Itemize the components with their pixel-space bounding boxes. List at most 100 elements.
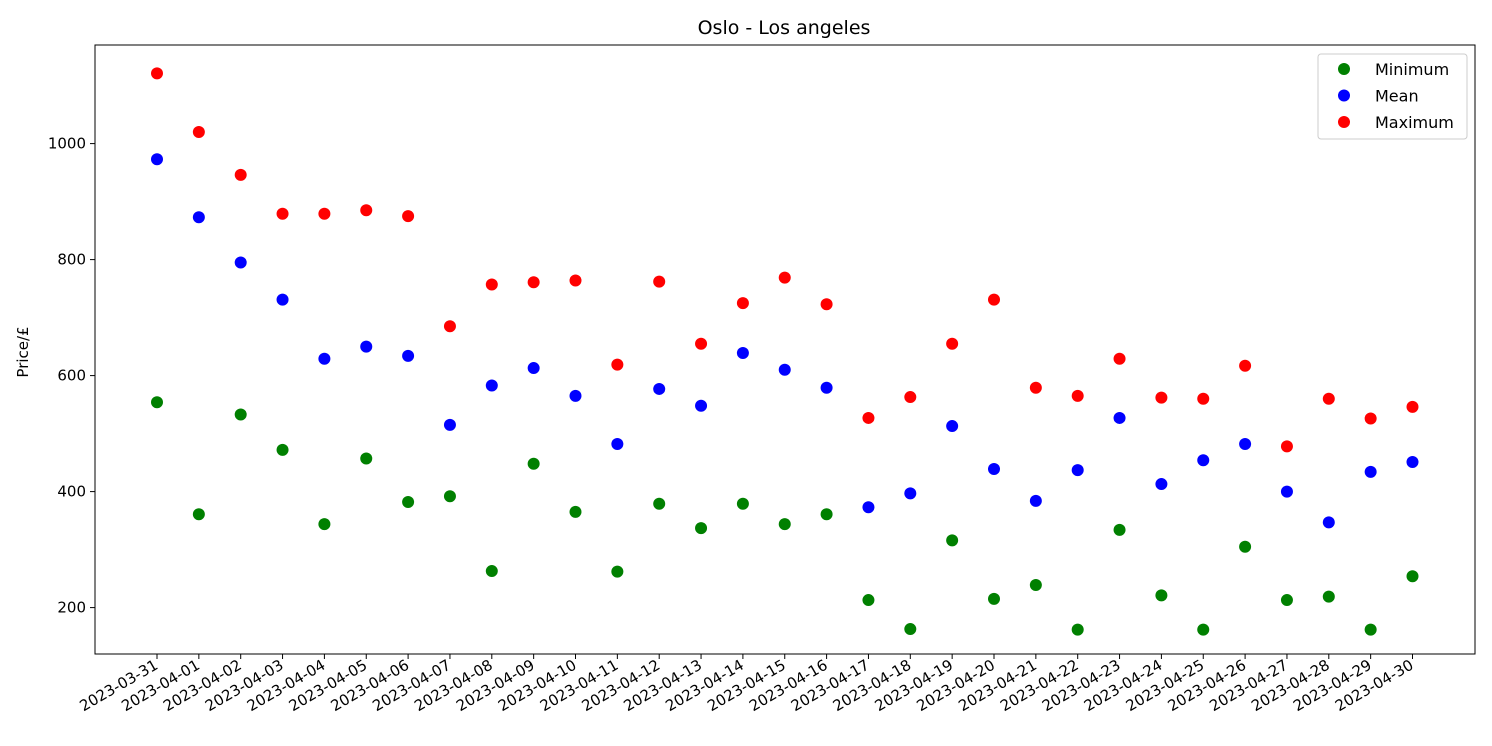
- data-point: [695, 522, 708, 535]
- data-point: [318, 207, 331, 220]
- data-point: [1113, 411, 1126, 424]
- data-point: [1322, 392, 1335, 405]
- data-point: [778, 518, 791, 531]
- y-tick-label: 400: [57, 483, 86, 501]
- data-point: [736, 497, 749, 510]
- legend-marker: [1338, 89, 1350, 102]
- plot-area: [94, 44, 1476, 655]
- data-point: [653, 497, 666, 510]
- x-axis: 2023-03-312023-04-012023-04-022023-04-03…: [76, 654, 1417, 715]
- data-point: [192, 126, 205, 138]
- data-point: [1239, 359, 1252, 372]
- data-point: [736, 297, 749, 310]
- data-point: [778, 363, 791, 376]
- data-point: [276, 293, 289, 306]
- data-point: [485, 379, 498, 392]
- series-minimum: [151, 396, 1419, 636]
- data-point: [402, 496, 415, 509]
- legend-label: Maximum: [1375, 113, 1454, 132]
- data-point: [485, 278, 498, 291]
- data-point: [234, 168, 247, 181]
- data-point: [904, 487, 917, 500]
- data-point: [1197, 392, 1210, 405]
- data-points: [151, 67, 1419, 636]
- data-point: [862, 411, 875, 424]
- y-axis-label: Price/£: [14, 326, 32, 377]
- data-point: [904, 623, 917, 636]
- data-point: [318, 518, 331, 531]
- data-point: [1071, 389, 1084, 402]
- data-point: [1029, 578, 1042, 591]
- data-point: [736, 346, 749, 359]
- data-point: [862, 501, 875, 514]
- data-point: [192, 211, 205, 224]
- data-point: [1155, 391, 1168, 404]
- data-point: [276, 443, 289, 456]
- data-point: [527, 457, 540, 470]
- legend-marker: [1338, 63, 1350, 75]
- data-point: [151, 153, 163, 166]
- legend-label: Minimum: [1375, 60, 1449, 79]
- series-maximum: [151, 67, 1419, 453]
- data-point: [527, 362, 540, 375]
- data-point: [904, 391, 917, 404]
- data-point: [485, 565, 498, 578]
- data-point: [527, 276, 540, 289]
- data-point: [862, 594, 875, 607]
- data-point: [946, 534, 959, 547]
- data-point: [402, 210, 415, 223]
- data-point: [443, 320, 456, 333]
- data-point: [1197, 623, 1210, 636]
- data-point: [1322, 590, 1335, 603]
- data-point: [360, 204, 373, 217]
- data-point: [1113, 523, 1126, 536]
- data-point: [1280, 440, 1293, 453]
- legend-frame: [1317, 53, 1468, 140]
- data-point: [1029, 381, 1042, 394]
- data-point: [778, 271, 791, 284]
- data-point: [360, 452, 373, 465]
- data-point: [234, 408, 247, 421]
- data-point: [1029, 494, 1042, 507]
- data-point: [1239, 540, 1252, 553]
- legend-marker: [1338, 116, 1350, 128]
- data-point: [1113, 352, 1126, 365]
- y-tick-label: 600: [57, 367, 86, 385]
- data-point: [611, 438, 624, 451]
- data-point: [988, 462, 1000, 475]
- data-point: [192, 508, 205, 521]
- legend: Minimum Mean Maximum: [1317, 53, 1468, 140]
- data-point: [1322, 516, 1335, 529]
- data-point: [318, 352, 331, 365]
- data-point: [946, 337, 959, 350]
- y-tick-label: 1000: [48, 135, 86, 153]
- data-point: [1071, 623, 1084, 636]
- data-point: [653, 382, 666, 395]
- data-point: [151, 67, 163, 80]
- data-point: [1197, 454, 1210, 467]
- data-point: [1364, 623, 1377, 636]
- chart-title: Oslo - Los angeles: [698, 17, 871, 39]
- y-tick-label: 800: [57, 251, 86, 269]
- data-point: [1280, 485, 1293, 498]
- data-point: [443, 490, 456, 503]
- data-point: [1155, 589, 1168, 602]
- data-point: [653, 275, 666, 288]
- data-point: [151, 396, 163, 409]
- data-point: [1155, 478, 1168, 491]
- data-point: [1364, 412, 1377, 425]
- data-point: [1364, 465, 1377, 478]
- data-point: [569, 389, 582, 402]
- data-point: [1280, 594, 1293, 607]
- data-point: [443, 418, 456, 431]
- data-point: [988, 592, 1000, 605]
- data-point: [1406, 570, 1419, 583]
- data-point: [820, 381, 833, 394]
- data-point: [611, 565, 624, 578]
- y-tick-label: 200: [57, 599, 86, 617]
- data-point: [820, 508, 833, 521]
- data-point: [234, 256, 247, 269]
- data-point: [1406, 456, 1419, 469]
- data-point: [276, 207, 289, 220]
